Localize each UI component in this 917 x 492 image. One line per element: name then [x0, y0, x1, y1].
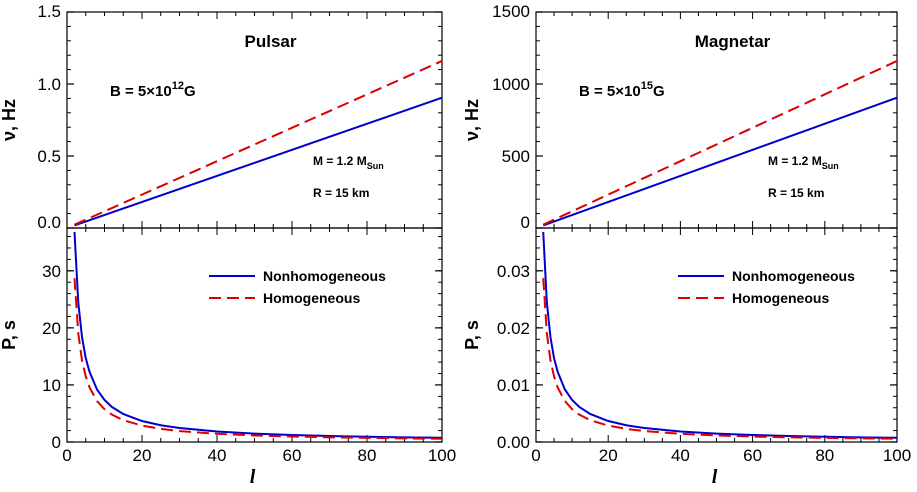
annotation-mass: M = 1.2 MSun	[313, 154, 384, 171]
plot-frame	[66, 227, 443, 443]
y-tick-label: 0.5	[37, 147, 61, 166]
series-homogeneous	[542, 60, 898, 226]
y-tick-label: 1.5	[37, 2, 61, 21]
x-tick-label: 60	[743, 446, 762, 465]
chart-title: Magnetar	[695, 32, 771, 51]
annotation-radius: R = 15 km	[313, 186, 369, 200]
chart-title: Pulsar	[245, 32, 297, 51]
y-tick-label: 0.01	[497, 376, 530, 395]
legend: Nonhomogeneous Homogeneous	[209, 268, 386, 306]
y-tick-label: 0	[521, 213, 530, 232]
x-tick-label: 100	[428, 446, 456, 465]
x-tick-label: 40	[208, 446, 227, 465]
x-tick-label: 0	[531, 446, 540, 465]
x-axis-label: l	[250, 466, 256, 488]
y-tick-label: 20	[42, 319, 61, 338]
y-tick-label: 1.0	[37, 75, 61, 94]
panel-bottom-left: 0 10 20 30 0 20 40 60 80 100 P, s l Nonhomogeneous Ho…	[0, 227, 456, 488]
x-tick-label: 80	[358, 446, 377, 465]
x-tick-label: 20	[133, 446, 152, 465]
y-tick-label: 1000	[492, 75, 530, 94]
y-tick-label: 0.03	[497, 262, 530, 281]
x-axis-label: l	[712, 466, 718, 488]
x-tick-label: 20	[599, 446, 618, 465]
series-nonhomogeneous	[73, 231, 443, 439]
panel-top-left: 0.0 0.5 1.0 1.5 ν, Hz Pulsar B = 5×1012G M = 1.…	[0, 2, 443, 232]
legend-label: Homogeneous	[732, 290, 829, 306]
series-nonhomogeneous	[542, 96, 898, 227]
panel-top-right: 0 500 1000 1500 ν, Hz Magnetar B = 5×1015G M = …	[462, 2, 898, 232]
series-homogeneous	[542, 278, 898, 440]
x-tick-label: 60	[283, 446, 302, 465]
annotation-mass: M = 1.2 MSun	[768, 154, 839, 171]
series-homogeneous	[74, 60, 443, 226]
y-axis-label: P, s	[0, 320, 19, 350]
legend-label: Nonhomogeneous	[732, 268, 855, 284]
x-tick-label: 80	[815, 446, 834, 465]
series-homogeneous	[73, 278, 443, 440]
y-tick-label: 30	[42, 262, 61, 281]
y-axis-label: ν, Hz	[462, 99, 482, 141]
y-tick-label: 10	[42, 376, 61, 395]
series-nonhomogeneous	[542, 231, 898, 439]
legend: Nonhomogeneous Homogeneous	[678, 268, 855, 306]
y-tick-label: 0.02	[497, 319, 530, 338]
y-axis-label: ν, Hz	[0, 99, 19, 141]
annotation-radius: R = 15 km	[768, 186, 824, 200]
annotation-field-strength: B = 5×1012G	[110, 80, 196, 100]
x-tick-label: 100	[883, 446, 911, 465]
y-tick-label: 500	[502, 147, 530, 166]
y-tick-label: 0.0	[37, 213, 61, 232]
y-tick-label: 0	[52, 433, 61, 452]
annotation-field-strength: B = 5×1015G	[579, 80, 665, 100]
y-axis-label: P, s	[462, 320, 482, 350]
plot-frame	[535, 227, 898, 443]
series-nonhomogeneous	[74, 96, 443, 227]
x-tick-label: 0	[62, 446, 71, 465]
y-tick-label: 1500	[492, 2, 530, 21]
panel-bottom-right: 0.00 0.01 0.02 0.03 0 20 40 60 80 100 P, s l Nonhomo…	[462, 227, 911, 488]
legend-label: Nonhomogeneous	[263, 268, 386, 284]
legend-label: Homogeneous	[263, 290, 360, 306]
y-tick-label: 0.00	[497, 433, 530, 452]
x-tick-label: 40	[671, 446, 690, 465]
